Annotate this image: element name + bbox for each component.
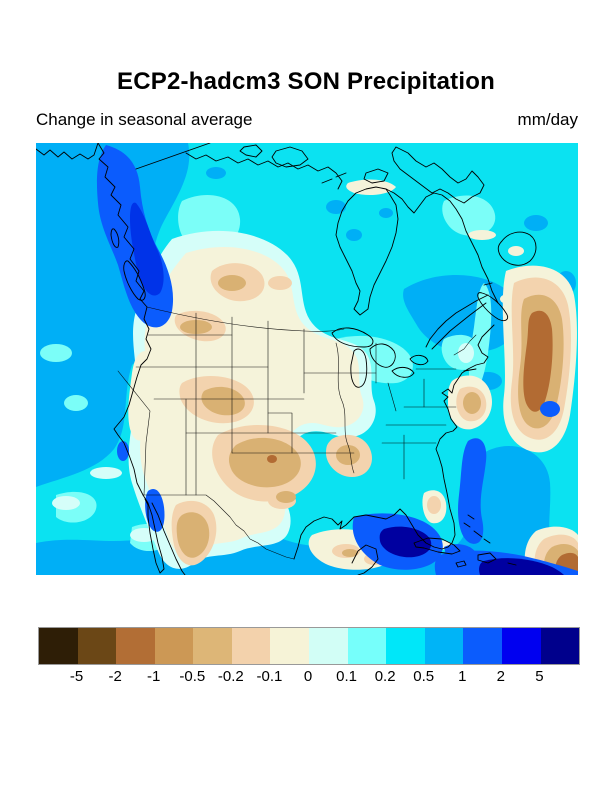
colorbar-tick-label: 0 — [303, 668, 313, 685]
colorbar-tick-label: 1 — [458, 668, 467, 685]
colorbar-segment — [39, 628, 78, 664]
colorbar-tick-label: 5 — [535, 668, 544, 685]
colorbar-segment — [424, 628, 464, 664]
colorbar-segment — [501, 628, 541, 664]
colorbar-tick-label: -0.1 — [256, 668, 283, 685]
colorbar-segment — [193, 628, 232, 664]
colorbar-segment — [540, 628, 580, 664]
colorbar-segment — [154, 628, 194, 664]
precipitation-map — [36, 143, 578, 575]
colorbar-segment — [116, 628, 155, 664]
colorbar-tick-label: -1 — [147, 668, 161, 685]
colorbar-tick-label: -0.2 — [217, 668, 244, 685]
colorbar-segment — [347, 628, 387, 664]
colorbar-segment — [309, 628, 348, 664]
colorbar-tick-label: 2 — [496, 668, 506, 685]
colorbar-tick-label: -0.5 — [179, 668, 206, 685]
colorbar-segment — [270, 628, 310, 664]
colorbar-segment — [231, 628, 271, 664]
border-layer — [117, 306, 477, 560]
colorbar-ticks: -5 -2 -1 -0.5 -0.2 -0.1 0 0.1 0.2 0.5 1 2 5 — [38, 668, 578, 688]
colorbar-segment — [463, 628, 502, 664]
subtitle-row: Change in seasonal average mm/day — [36, 110, 578, 130]
colorbar-segment — [386, 628, 425, 664]
colorbar-tick-label: -5 — [69, 668, 84, 685]
heavy-rain-band-layer — [96, 145, 578, 575]
colorbar-tick-label: 0.5 — [413, 668, 435, 685]
colorbar — [38, 627, 580, 665]
coastline-layer — [36, 143, 537, 575]
map-canvas — [36, 143, 578, 575]
units-label: mm/day — [517, 110, 578, 129]
colorbar-tick-label: 0.2 — [374, 668, 396, 685]
colorbar-tick-label: 0.1 — [336, 668, 357, 685]
colorbar-segment — [77, 628, 117, 664]
figure-title: ECP2-hadcm3 SON Precipitation — [117, 68, 495, 95]
figure-subtitle: Change in seasonal average — [36, 110, 253, 129]
colorbar-tick-label: -2 — [108, 668, 122, 685]
